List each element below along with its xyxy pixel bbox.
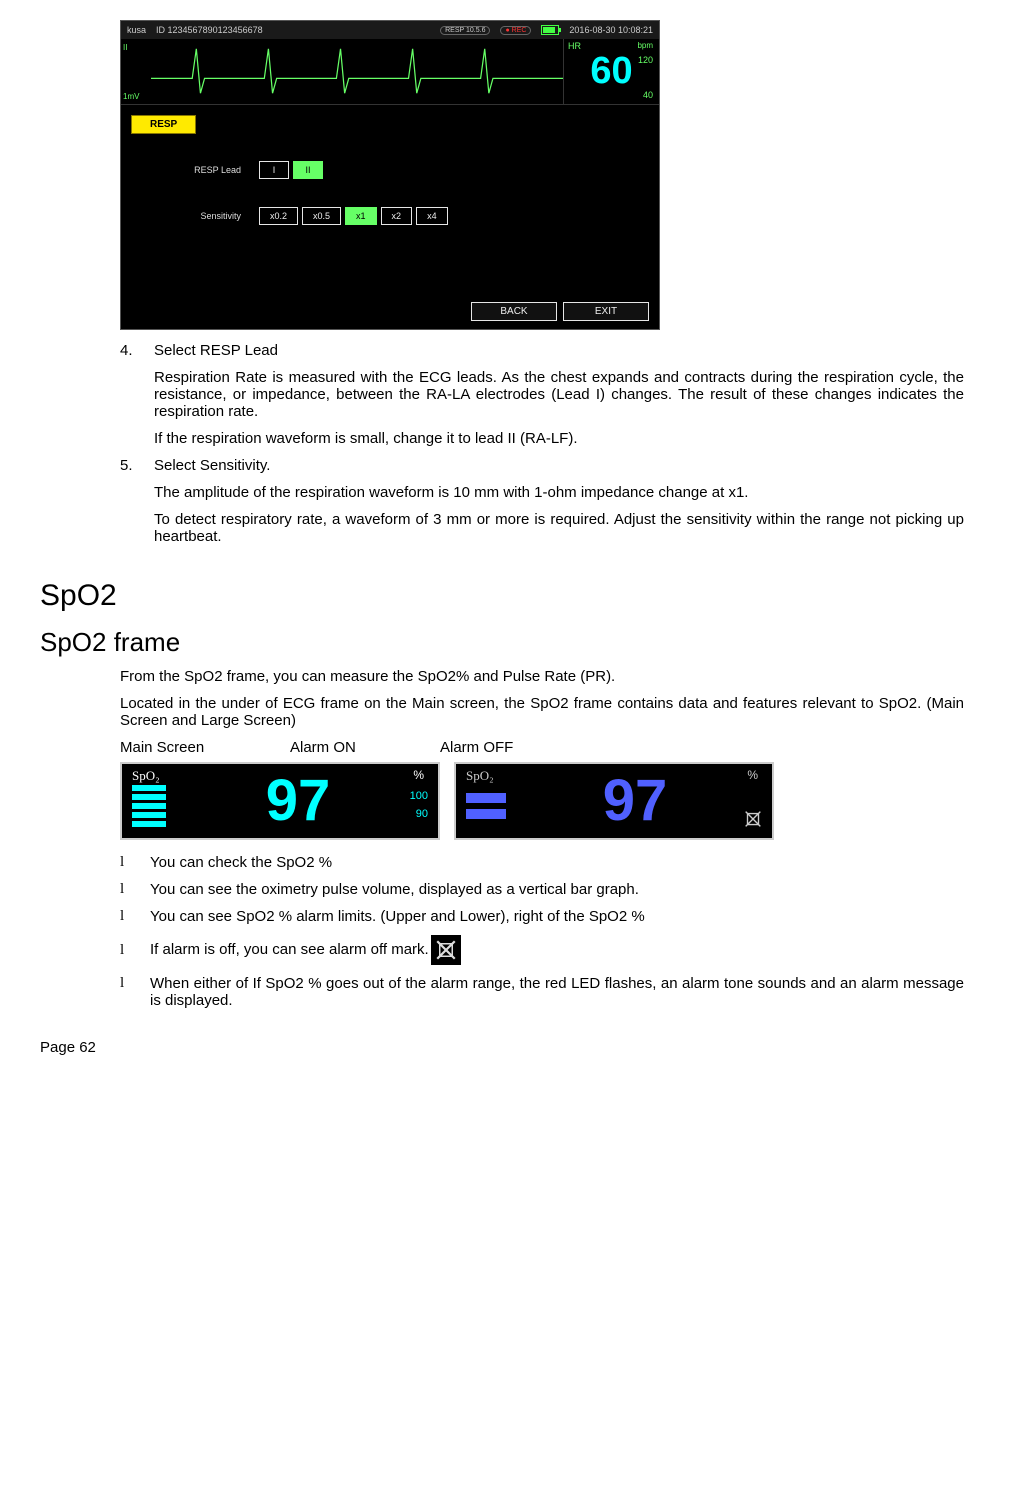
label-alarm-on: Alarm ON — [290, 739, 440, 756]
sens-opt-3[interactable]: x2 — [381, 207, 413, 225]
sensitivity-label: Sensitivity — [181, 211, 241, 221]
label-main-screen: Main Screen — [120, 739, 290, 756]
item-4-p1: Respiration Rate is measured with the EC… — [154, 369, 964, 420]
monitor-topbar: kusa ID 1234567890123456678 RESP 10.5.6 … — [121, 21, 659, 39]
back-button[interactable]: BACK — [471, 302, 557, 321]
bullet-4: l If alarm is off, you can see alarm off… — [120, 935, 964, 965]
hr-limit-low: 40 — [643, 90, 653, 100]
item-4-title: Select RESP Lead — [154, 342, 964, 359]
resp-tab[interactable]: RESP — [131, 115, 196, 134]
hr-unit: bpm — [637, 41, 653, 50]
spo2-on-unit: % — [413, 768, 424, 782]
label-alarm-off: Alarm OFF — [440, 739, 513, 756]
topbar-rec-badge: ● REC — [500, 26, 531, 35]
ecg-lead-marker: II — [123, 43, 149, 52]
page-number: Page 62 — [40, 1039, 964, 1056]
bullet-5: l When either of If SpO2 % goes out of t… — [120, 975, 964, 1009]
hr-label: HR — [568, 41, 581, 51]
sens-opt-2[interactable]: x1 — [345, 207, 377, 225]
row-sensitivity: Sensitivity x0.2 x0.5 x1 x2 x4 — [181, 207, 448, 225]
bullet-3: l You can see SpO2 % alarm limits. (Uppe… — [120, 908, 964, 925]
monitor-screenshot: kusa ID 1234567890123456678 RESP 10.5.6 … — [120, 20, 660, 330]
spo2-intro-p2: Located in the under of ECG frame on the… — [120, 695, 964, 729]
ecg-strip: II 1mV HR bpm 120 60 40 — [121, 39, 659, 105]
spo2-off-bars — [466, 793, 506, 819]
spo2-on-limits: 100 90 — [410, 788, 428, 823]
ecg-scale: 1mV — [123, 92, 149, 101]
item-5-p1: The amplitude of the respiration wavefor… — [154, 484, 964, 501]
topbar-id: ID 1234567890123456678 — [156, 25, 263, 35]
battery-icon — [541, 25, 559, 35]
exit-button[interactable]: EXIT — [563, 302, 649, 321]
resp-lead-opt-i[interactable]: I — [259, 161, 289, 179]
bullet-4-text: If alarm is off, you can see alarm off m… — [150, 941, 429, 958]
ecg-waveform — [151, 39, 563, 104]
item-5-num: 5. — [120, 457, 154, 474]
hr-panel: HR bpm 120 60 40 — [563, 39, 659, 104]
topbar-datetime: 2016-08-30 10:08:21 — [569, 25, 653, 35]
alarm-off-icon — [742, 808, 764, 830]
bullet-1: l You can check the SpO2 % — [120, 854, 964, 871]
topbar-resp-badge: RESP 10.5.6 — [440, 26, 490, 35]
spo2-on-title: SpO₂ — [132, 768, 160, 784]
sens-opt-4[interactable]: x4 — [416, 207, 448, 225]
spo2-on-limit-high: 100 — [410, 788, 428, 806]
spo2-frame-alarm-off: SpO₂ % 97 — [454, 762, 774, 840]
heading-spo2: SpO2 — [40, 579, 964, 613]
sensitivity-options: x0.2 x0.5 x1 x2 x4 — [259, 207, 448, 225]
item-5-p2: To detect respiratory rate, a waveform o… — [154, 511, 964, 545]
bullet-2: l You can see the oximetry pulse volume,… — [120, 881, 964, 898]
ecg-path — [151, 49, 563, 93]
spo2-frame-alarm-on: SpO₂ % 97 100 90 — [120, 762, 440, 840]
spo2-on-value: 97 — [166, 772, 430, 830]
resp-lead-label: RESP Lead — [181, 165, 241, 175]
sens-opt-1[interactable]: x0.5 — [302, 207, 341, 225]
heading-spo2-frame: SpO2 frame — [40, 627, 964, 658]
item-5-title: Select Sensitivity. — [154, 457, 964, 474]
item-4: 4. Select RESP Lead — [120, 342, 964, 359]
spo2-off-value: 97 — [506, 772, 764, 830]
row-resp-lead: RESP Lead I II — [181, 161, 323, 179]
spo2-off-unit: % — [747, 768, 758, 782]
spo2-off-title: SpO₂ — [466, 768, 494, 784]
spo2-intro-p1: From the SpO2 frame, you can measure the… — [120, 668, 964, 685]
item-5: 5. Select Sensitivity. — [120, 457, 964, 474]
resp-lead-opt-ii[interactable]: II — [293, 161, 323, 179]
alarm-off-icon-inline — [431, 935, 461, 965]
item-4-num: 4. — [120, 342, 154, 359]
topbar-name: kusa — [127, 25, 146, 35]
resp-lead-options: I II — [259, 161, 323, 179]
hr-limit-high: 120 — [638, 55, 653, 65]
spo2-labels-row: Main Screen Alarm ON Alarm OFF — [120, 739, 964, 756]
sens-opt-0[interactable]: x0.2 — [259, 207, 298, 225]
spo2-on-bars — [132, 785, 166, 827]
item-4-p2: If the respiration waveform is small, ch… — [154, 430, 964, 447]
spo2-on-limit-low: 90 — [410, 806, 428, 824]
